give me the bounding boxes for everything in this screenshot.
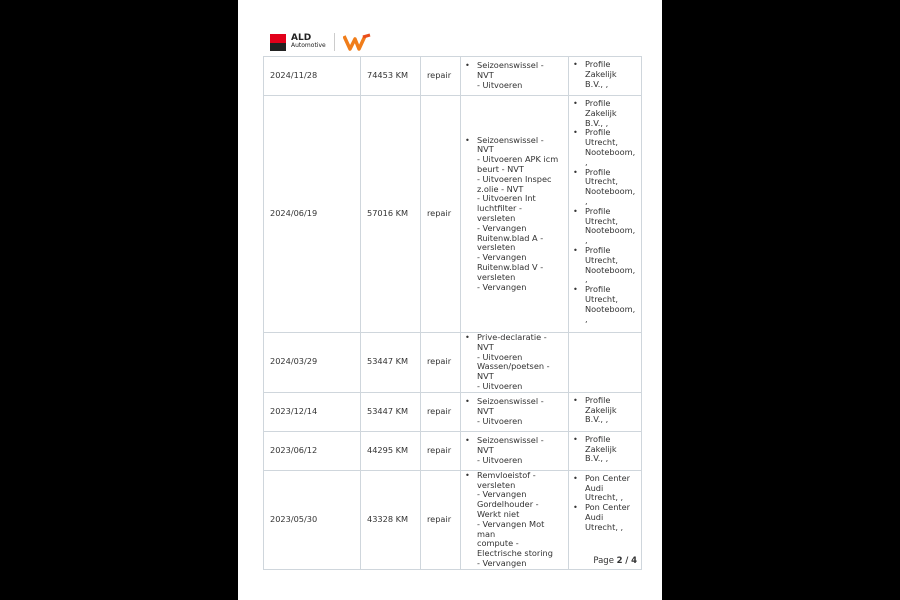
bullet-icon: • bbox=[573, 59, 578, 69]
bullet-icon: • bbox=[573, 166, 578, 177]
date-cell: 2023/06/12 bbox=[263, 430, 361, 471]
bullet-icon: • bbox=[573, 472, 578, 483]
mileage-cell: 53447 KM bbox=[360, 391, 421, 432]
bullet-icon: • bbox=[465, 469, 470, 480]
item-text: Seizoenswissel - NVT - Uitvoeren bbox=[477, 60, 544, 90]
bullet-icon: • bbox=[573, 98, 578, 108]
logo-line1: ALD bbox=[291, 33, 312, 43]
bullet-icon: • bbox=[573, 205, 578, 216]
date-cell: 2023/05/30 bbox=[263, 469, 361, 570]
bullet-icon: • bbox=[465, 134, 470, 145]
table-row: 2023/06/12 44295 KM repair • Seizoenswissel… bbox=[263, 430, 643, 471]
item-text: Seizoenswissel - NVT - Uitvoeren bbox=[477, 396, 544, 426]
item-text: Pon Center Audi Utrecht, , bbox=[585, 472, 631, 503]
current-page: 2 bbox=[616, 556, 623, 566]
item-text: Profile Zakelijk B.V., , bbox=[585, 98, 617, 128]
list-item: • Profile Zakelijk B.V., , bbox=[573, 98, 635, 128]
item-text: Profile Zakelijk B.V., , bbox=[585, 433, 617, 464]
type-cell: repair bbox=[420, 56, 461, 96]
list-item: • Pon Center Audi Utrecht, , bbox=[573, 502, 635, 532]
list-item: • Remvloeistof - versleten - Vervangen G… bbox=[465, 469, 562, 569]
item-text: Profile Zakelijk B.V., , bbox=[585, 59, 617, 89]
total-pages: 4 bbox=[631, 556, 637, 566]
bullet-icon: • bbox=[573, 502, 578, 513]
item-text: Profile Utrecht, Nooteboom, , bbox=[585, 284, 636, 324]
bullet-icon: • bbox=[465, 396, 470, 407]
bullet-icon: • bbox=[465, 435, 470, 446]
mileage-cell: 43328 KM bbox=[360, 469, 421, 570]
table-row: 2024/06/19 57016 KM repair • Seizoenswissel… bbox=[263, 95, 643, 333]
mileage-cell: 57016 KM bbox=[360, 95, 421, 333]
ald-automotive-logo: ALD Automotive bbox=[270, 32, 373, 52]
description-cell: • Seizoenswissel - NVT - Uitvoeren bbox=[460, 430, 569, 471]
date-cell: 2023/12/14 bbox=[263, 391, 361, 432]
ald-logo-mark bbox=[270, 33, 286, 51]
logo-line2: Automotive bbox=[291, 42, 326, 49]
list-item: • Seizoenswissel - NVT - Uitvoeren APK i… bbox=[465, 134, 562, 293]
location-cell: • Pon Center Audi Utrecht, , • Pon Center… bbox=[567, 469, 643, 570]
partner-logo-icon bbox=[342, 33, 371, 51]
location-cell: • Profile Zakelijk B.V., , bbox=[567, 430, 643, 471]
location-cell: • Profile Zakelijk B.V., , • Profile Utre… bbox=[567, 95, 643, 333]
list-item: • Profile Zakelijk B.V., , bbox=[573, 59, 635, 89]
mileage-cell: 44295 KM bbox=[360, 430, 421, 471]
list-item: • Prive-declaratie - NVT - Uitvoeren Was… bbox=[465, 332, 562, 392]
table-row: 2024/11/28 74453 KM repair • Seizoenswissel… bbox=[263, 56, 643, 96]
mileage-cell: 53447 KM bbox=[360, 332, 421, 393]
date-cell: 2024/03/29 bbox=[263, 332, 361, 393]
item-text: Remvloeistof - versleten - Vervangen Gor… bbox=[477, 469, 553, 568]
table-row: 2024/03/29 53447 KM repair • Prive-declarat… bbox=[263, 332, 643, 393]
list-item: • Seizoenswissel - NVT - Uitvoeren bbox=[465, 396, 562, 426]
item-text: Profile Utrecht, Nooteboom, , bbox=[585, 127, 636, 167]
item-text: Profile Zakelijk B.V., , bbox=[585, 394, 617, 425]
list-item: • Profile Utrecht, Nooteboom, , bbox=[573, 284, 636, 324]
type-cell: repair bbox=[420, 430, 461, 471]
list-item: • Profile Utrecht, Nooteboom, , bbox=[573, 166, 636, 207]
type-cell: repair bbox=[420, 332, 461, 393]
list-item: • Profile Zakelijk B.V., , bbox=[573, 433, 635, 464]
location-cell bbox=[567, 332, 643, 393]
description-cell: • Seizoenswissel - NVT - Uitvoeren bbox=[460, 56, 569, 96]
list-item: • Profile Utrecht, Nooteboom, , bbox=[573, 205, 636, 246]
location-cell: • Profile Zakelijk B.V., , bbox=[567, 391, 643, 432]
list-item: • Profile Zakelijk B.V., , bbox=[573, 394, 635, 425]
bullet-icon: • bbox=[465, 332, 470, 342]
date-cell: 2024/11/28 bbox=[263, 56, 361, 96]
item-text: Pon Center Audi Utrecht, , bbox=[585, 502, 631, 532]
description-cell: • Seizoenswissel - NVT - Uitvoeren APK i… bbox=[460, 95, 569, 333]
bullet-icon: • bbox=[573, 244, 578, 255]
bullet-icon: • bbox=[465, 60, 470, 71]
location-cell: • Profile Zakelijk B.V., , bbox=[567, 56, 643, 96]
list-item: • Seizoenswissel - NVT - Uitvoeren bbox=[465, 435, 562, 465]
maintenance-history-table: 2024/11/28 74453 KM repair • Seizoenswissel… bbox=[263, 56, 643, 570]
bullet-icon: • bbox=[573, 284, 578, 295]
item-text: Seizoenswissel - NVT - Uitvoeren APK icm… bbox=[477, 134, 559, 292]
item-text: Profile Utrecht, Nooteboom, , bbox=[585, 205, 636, 246]
page-indicator: Page 2 / 4 bbox=[593, 556, 637, 566]
description-cell: • Seizoenswissel - NVT - Uitvoeren bbox=[460, 391, 569, 432]
table-row: 2023/05/30 43328 KM repair • Remvloeistof -… bbox=[263, 469, 643, 570]
list-item: • Seizoenswissel - NVT - Uitvoeren bbox=[465, 60, 562, 90]
bullet-icon: • bbox=[573, 433, 578, 444]
description-cell: • Prive-declaratie - NVT - Uitvoeren Was… bbox=[460, 332, 569, 393]
list-item: • Profile Utrecht, Nooteboom, , bbox=[573, 244, 636, 285]
type-cell: repair bbox=[420, 391, 461, 432]
date-cell: 2024/06/19 bbox=[263, 95, 361, 333]
item-text: Prive-declaratie - NVT - Uitvoeren Wasse… bbox=[477, 332, 550, 391]
bullet-icon: • bbox=[573, 127, 578, 138]
list-item: • Pon Center Audi Utrecht, , bbox=[573, 472, 635, 503]
document-page: ALD Automotive 2024/11/28 74453 KM repair •… bbox=[238, 0, 662, 600]
type-cell: repair bbox=[420, 469, 461, 570]
bullet-icon: • bbox=[573, 394, 578, 405]
logo-divider bbox=[333, 33, 335, 51]
item-text: Profile Utrecht, Nooteboom, , bbox=[585, 166, 636, 206]
type-cell: repair bbox=[420, 95, 461, 333]
table-row: 2023/12/14 53447 KM repair • Seizoenswissel… bbox=[263, 391, 643, 432]
list-item: • Profile Utrecht, Nooteboom, , bbox=[573, 127, 636, 167]
mileage-cell: 74453 KM bbox=[360, 56, 421, 96]
description-cell: • Remvloeistof - versleten - Vervangen G… bbox=[460, 469, 569, 570]
item-text: Seizoenswissel - NVT - Uitvoeren bbox=[477, 435, 544, 465]
item-text: Profile Utrecht, Nooteboom, , bbox=[585, 244, 636, 285]
